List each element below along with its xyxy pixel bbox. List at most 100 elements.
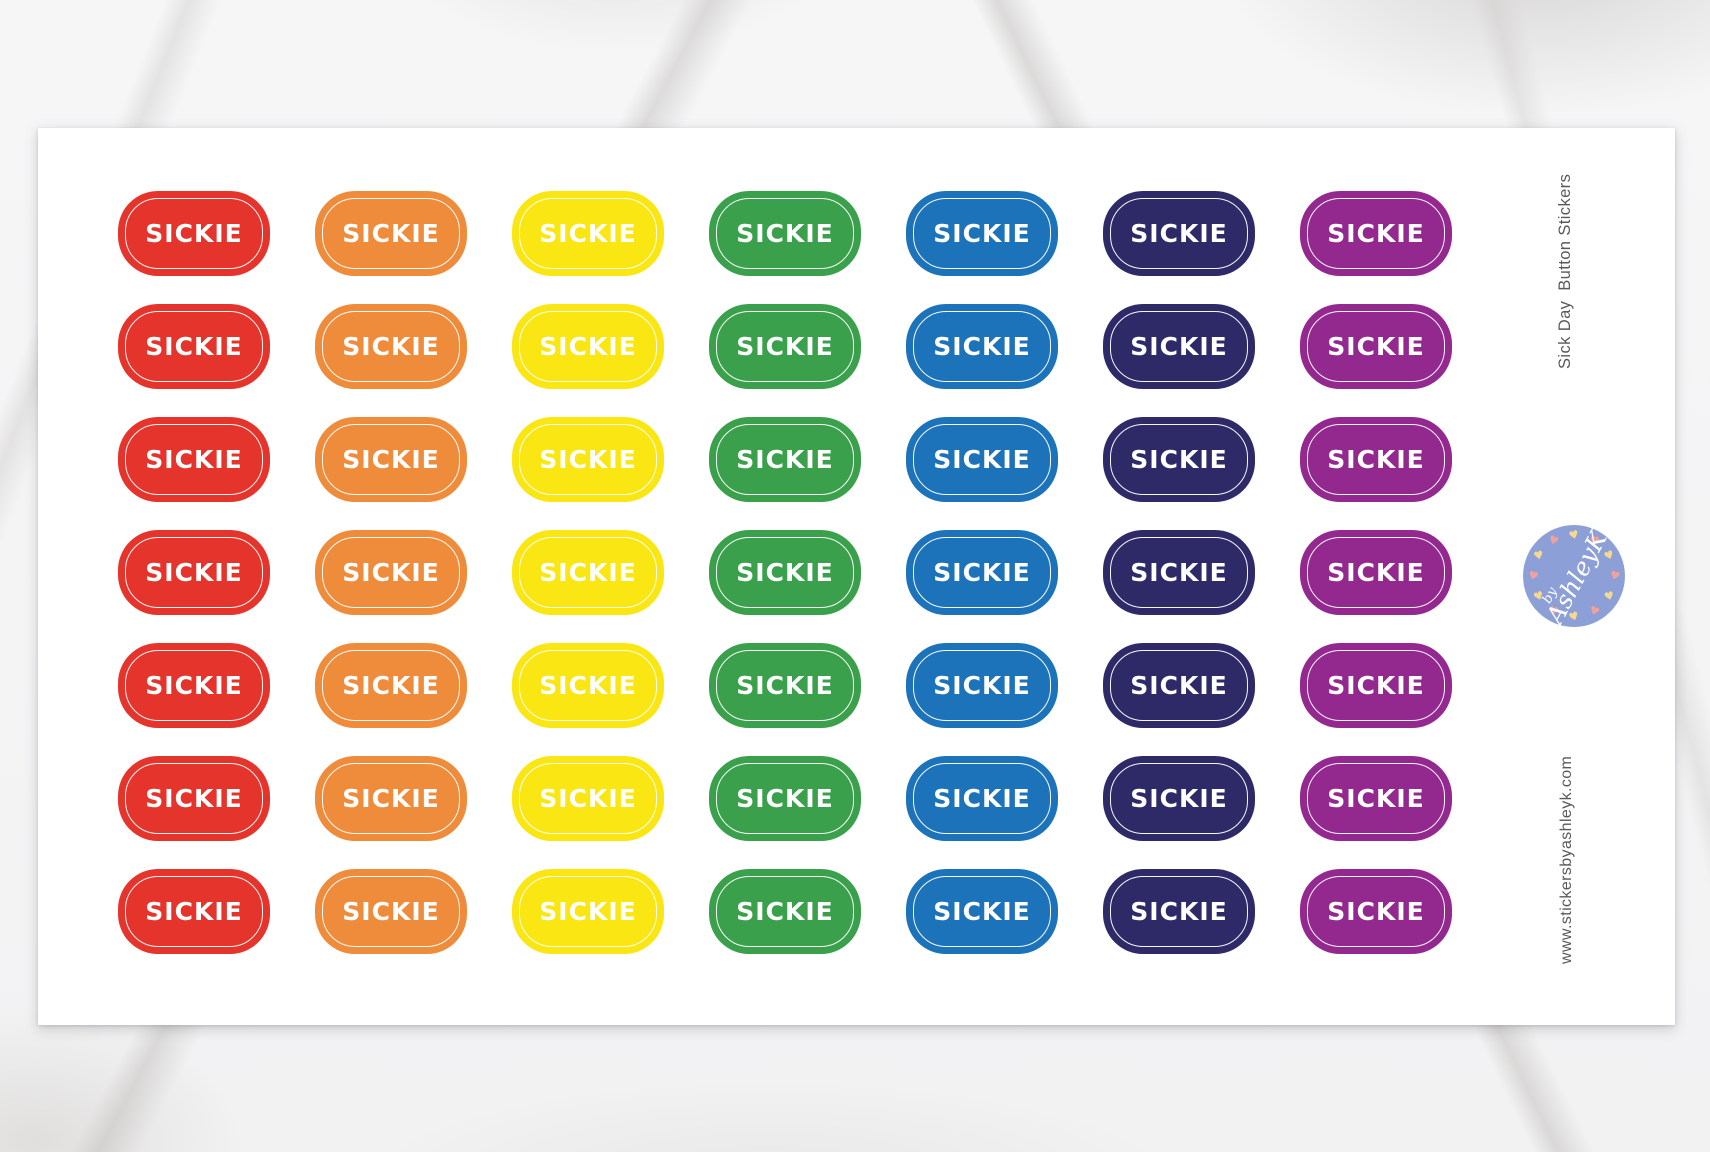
sticker-label: SICKIE: [539, 332, 637, 361]
sticker-label: SICKIE: [1130, 445, 1228, 474]
sticker-label: SICKIE: [1130, 897, 1228, 926]
sticker-purple: SICKIE: [1300, 304, 1452, 389]
sticker-navy: SICKIE: [1103, 417, 1255, 502]
sticker-label: SICKIE: [736, 671, 834, 700]
sticker-yellow: SICKIE: [512, 304, 664, 389]
sticker-blue: SICKIE: [906, 869, 1058, 954]
product-title-vertical: Sick Day Button Stickers: [1556, 173, 1574, 369]
sticker-label: SICKIE: [342, 332, 440, 361]
sticker-red: SICKIE: [118, 869, 270, 954]
sticker-blue: SICKIE: [906, 530, 1058, 615]
sticker-label: SICKIE: [933, 445, 1031, 474]
sticker-yellow: SICKIE: [512, 643, 664, 728]
sticker-yellow: SICKIE: [512, 756, 664, 841]
sticker-green: SICKIE: [709, 643, 861, 728]
sticker-label: SICKIE: [1327, 784, 1425, 813]
sticker-label: SICKIE: [539, 445, 637, 474]
sticker-yellow: SICKIE: [512, 417, 664, 502]
sticker-label: SICKIE: [342, 445, 440, 474]
heart-icon: ♥: [1602, 548, 1616, 564]
sticker-label: SICKIE: [539, 558, 637, 587]
sticker-purple: SICKIE: [1300, 643, 1452, 728]
sticker-orange: SICKIE: [315, 869, 467, 954]
sticker-label: SICKIE: [342, 897, 440, 926]
sticker-navy: SICKIE: [1103, 530, 1255, 615]
sticker-navy: SICKIE: [1103, 869, 1255, 954]
sticker-label: SICKIE: [736, 784, 834, 813]
sticker-label: SICKIE: [933, 897, 1031, 926]
sticker-orange: SICKIE: [315, 191, 467, 276]
sticker-label: SICKIE: [1130, 671, 1228, 700]
sticker-label: SICKIE: [736, 219, 834, 248]
sticker-green: SICKIE: [709, 417, 861, 502]
sticker-blue: SICKIE: [906, 756, 1058, 841]
sticker-green: SICKIE: [709, 530, 861, 615]
sticker-green: SICKIE: [709, 191, 861, 276]
sticker-red: SICKIE: [118, 417, 270, 502]
heart-icon: ♥: [1587, 603, 1601, 619]
heart-icon: ♥: [1532, 548, 1545, 563]
sticker-purple: SICKIE: [1300, 869, 1452, 954]
sticker-navy: SICKIE: [1103, 643, 1255, 728]
heart-icon: ♥: [1588, 533, 1601, 548]
sticker-label: SICKIE: [539, 897, 637, 926]
logo-by-text: by: [1540, 585, 1561, 607]
sticker-navy: SICKIE: [1103, 304, 1255, 389]
sticker-red: SICKIE: [118, 756, 270, 841]
sticker-red: SICKIE: [118, 304, 270, 389]
sticker-label: SICKIE: [1327, 445, 1425, 474]
sticker-label: SICKIE: [539, 671, 637, 700]
sticker-purple: SICKIE: [1300, 756, 1452, 841]
sticker-purple: SICKIE: [1300, 530, 1452, 615]
sticker-orange: SICKIE: [315, 417, 467, 502]
sticker-label: SICKIE: [342, 671, 440, 700]
sticker-navy: SICKIE: [1103, 756, 1255, 841]
sticker-label: SICKIE: [1327, 671, 1425, 700]
sticker-red: SICKIE: [118, 191, 270, 276]
sticker-label: SICKIE: [1130, 558, 1228, 587]
heart-icon: ♥: [1532, 589, 1546, 605]
sticker-purple: SICKIE: [1300, 191, 1452, 276]
heart-icon: ♥: [1567, 528, 1580, 543]
sticker-label: SICKIE: [933, 332, 1031, 361]
sticker-label: SICKIE: [736, 332, 834, 361]
sticker-label: SICKIE: [145, 897, 243, 926]
sticker-purple: SICKIE: [1300, 417, 1452, 502]
sticker-green: SICKIE: [709, 869, 861, 954]
sticker-label: SICKIE: [1327, 332, 1425, 361]
heart-icon: ♥: [1547, 604, 1560, 619]
heart-icon: ♥: [1608, 568, 1622, 583]
sticker-green: SICKIE: [709, 756, 861, 841]
sticker-blue: SICKIE: [906, 643, 1058, 728]
sticker-label: SICKIE: [1327, 897, 1425, 926]
sticker-orange: SICKIE: [315, 530, 467, 615]
sticker-label: SICKIE: [145, 332, 243, 361]
sticker-yellow: SICKIE: [512, 191, 664, 276]
sticker-blue: SICKIE: [906, 191, 1058, 276]
heart-icon: ♥: [1603, 589, 1616, 604]
sticker-green: SICKIE: [709, 304, 861, 389]
sticker-orange: SICKIE: [315, 304, 467, 389]
sticker-label: SICKIE: [145, 445, 243, 474]
sticker-label: SICKIE: [1327, 558, 1425, 587]
sticker-label: SICKIE: [933, 671, 1031, 700]
sticker-orange: SICKIE: [315, 756, 467, 841]
sticker-label: SICKIE: [736, 445, 834, 474]
sticker-blue: SICKIE: [906, 417, 1058, 502]
sticker-red: SICKIE: [118, 643, 270, 728]
heart-icon: ♥: [1547, 533, 1561, 549]
sticker-label: SICKIE: [342, 784, 440, 813]
sticker-label: SICKIE: [933, 784, 1031, 813]
sticker-navy: SICKIE: [1103, 191, 1255, 276]
sticker-blue: SICKIE: [906, 304, 1058, 389]
sticker-grid: SICKIE SICKIE SICKIE SICKIE SICKIE SICKIE SICK…: [118, 191, 1452, 954]
brand-logo: ♥ ♥ ♥ ♥ ♥ ♥ ♥ ♥ ♥ ♥ ♥ ♥ by AshleyK: [1523, 525, 1625, 629]
sticker-label: SICKIE: [539, 219, 637, 248]
logo-circle: [1523, 525, 1625, 627]
sticker-label: SICKIE: [145, 558, 243, 587]
sticker-label: SICKIE: [145, 671, 243, 700]
sticker-label: SICKIE: [1130, 784, 1228, 813]
sticker-label: SICKIE: [736, 897, 834, 926]
sticker-label: SICKIE: [933, 558, 1031, 587]
